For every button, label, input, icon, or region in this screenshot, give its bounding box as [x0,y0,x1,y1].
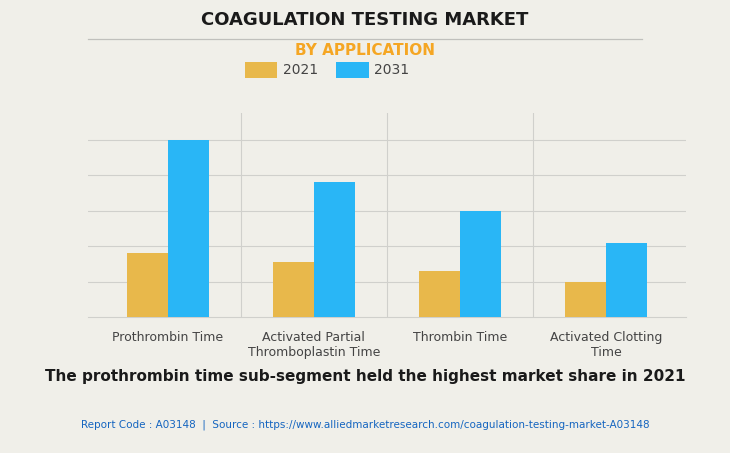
Text: 2021: 2021 [283,63,318,77]
Bar [419,271,460,317]
Text: The prothrombin time sub-segment held the highest market share in 2021: The prothrombin time sub-segment held th… [45,369,685,384]
Text: COAGULATION TESTING MARKET: COAGULATION TESTING MARKET [201,11,529,29]
Bar [168,140,209,317]
Text: BY APPLICATION: BY APPLICATION [295,43,435,58]
Bar [606,243,647,317]
Text: Report Code : A03148  |  Source : https://www.alliedmarketresearch.com/coagulati: Report Code : A03148 | Source : https://… [81,419,649,429]
Bar [127,253,168,317]
Text: 2031: 2031 [374,63,409,77]
Bar [460,211,501,317]
Bar [314,183,355,317]
Bar [565,282,606,317]
Bar [273,262,314,317]
